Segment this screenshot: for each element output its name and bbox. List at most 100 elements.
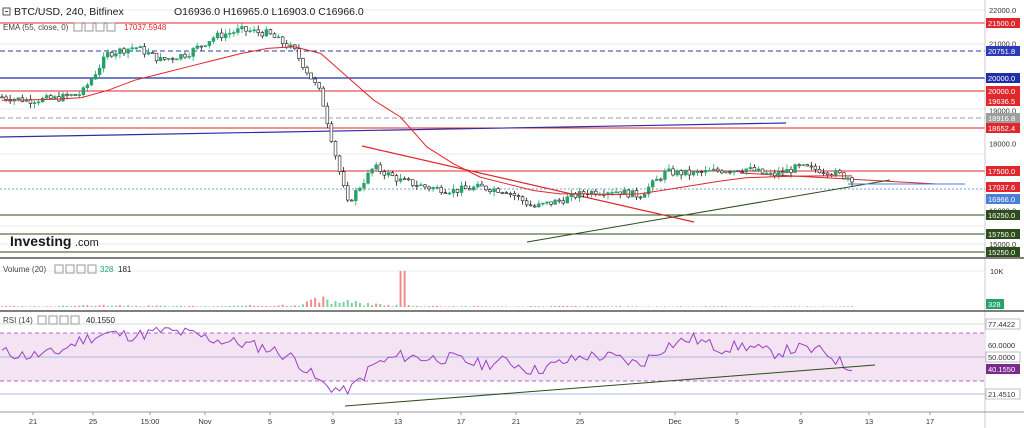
candle-body (614, 191, 618, 194)
volume-bar (114, 305, 117, 307)
trend-lines[interactable] (0, 122, 965, 243)
volume-bar (106, 306, 109, 307)
rsi-axis-label-3: 40.1550 (988, 365, 1015, 374)
candle-body (130, 47, 134, 50)
candle-body (496, 188, 500, 193)
candle-body (138, 46, 142, 49)
collapse-icon[interactable] (2, 7, 11, 16)
candle-body (252, 29, 256, 32)
volume-bar (196, 306, 199, 307)
candle-body (463, 185, 468, 189)
ohlc-values: O16936.0 H16965.0 L16903.0 C16966.0 (174, 6, 364, 18)
candle-body (118, 48, 122, 54)
price-axis-label-1: 21000.0 (989, 39, 1016, 48)
candle-body (305, 67, 309, 74)
volume-bar (245, 305, 248, 307)
ema-label: EMA (55, close, 0) (3, 23, 69, 32)
price-badges: 21500.020751.820000.020000.019636.518916… (986, 18, 1020, 257)
candle-body (537, 203, 541, 208)
candle-body (459, 185, 464, 193)
candle-body (744, 168, 748, 173)
volume-bar (301, 304, 304, 307)
ema-line[interactable] (1, 46, 852, 196)
candle-body (504, 192, 509, 194)
ema-toolbar[interactable] (73, 22, 116, 32)
price-badge-8 (986, 182, 1020, 192)
volume-bar (436, 305, 439, 307)
candle-body (529, 204, 533, 207)
candle-body (439, 186, 443, 193)
candle-body (651, 180, 655, 188)
price-badge-text-0: 21500.0 (988, 19, 1015, 28)
volume-bar (232, 305, 235, 307)
volume-bar (615, 306, 618, 307)
candle-body (785, 169, 789, 174)
volume-bar (554, 305, 557, 307)
volume-bar (13, 305, 16, 307)
volume-toolbar[interactable] (54, 264, 97, 274)
volume-bar (399, 271, 402, 307)
candle-body (248, 30, 252, 33)
volume-bar (391, 306, 394, 307)
volume-bar (326, 299, 329, 307)
candle-body (199, 45, 203, 48)
volume-last-text: 328 (988, 300, 1001, 309)
time-label-3: Nov (198, 417, 212, 426)
volume-bar (277, 305, 280, 307)
candle-body (553, 199, 557, 205)
volume-bar (688, 306, 691, 307)
volume-bar (265, 306, 268, 307)
price-candles[interactable] (0, 23, 854, 208)
volume-value-dark: 181 (118, 265, 132, 274)
volume-bar (631, 306, 634, 307)
volume-bar (192, 305, 195, 307)
volume-bar (411, 306, 414, 307)
price-badge-10 (986, 210, 1020, 220)
volume-bar (460, 306, 463, 307)
rsi-toolbar[interactable] (37, 315, 80, 325)
candle-body (378, 164, 382, 172)
volume-panel[interactable]: Volume (20) 328 181 10K 328 (0, 264, 1004, 309)
candle-body (846, 177, 850, 180)
candle-body (223, 33, 228, 39)
candle-body (638, 196, 643, 199)
price-badge-6 (986, 123, 1020, 133)
candle-body (236, 28, 240, 33)
rsi-axis-badge-1 (986, 340, 1020, 350)
volume-bar (285, 306, 288, 307)
volume-bar (484, 306, 487, 307)
rsi-value: 40.1550 (86, 316, 115, 325)
volume-bar (184, 306, 187, 307)
price-badge-2 (986, 73, 1020, 83)
candle-body (114, 53, 118, 57)
volume-bar (619, 306, 622, 307)
candle-body (590, 190, 594, 195)
volume-bar (838, 306, 841, 307)
volume-bar (680, 306, 683, 307)
volume-bar (789, 306, 792, 307)
candle-body (97, 67, 102, 75)
candle-body (301, 58, 305, 68)
candle-body (423, 184, 427, 188)
volume-bar (533, 306, 536, 307)
candle-body (362, 183, 366, 189)
candle-body (329, 123, 334, 142)
candle-body (663, 170, 667, 180)
red-downtrend-line (361, 145, 695, 223)
price-badge-text-5: 18916.8 (988, 114, 1015, 123)
candle-body (707, 169, 712, 172)
more-icon (87, 264, 97, 274)
price-badge-text-11: 15750.0 (988, 230, 1015, 239)
candle-body (85, 84, 90, 89)
volume-bar (253, 305, 256, 307)
candle-body (122, 48, 126, 54)
chart-header: BTC/USD, 240, Bitfinex O16936.0 H16965.0… (2, 6, 364, 32)
rsi-panel[interactable]: RSI (14) 40.1550 77.4422 60.0000 50.0000 40… (0, 315, 1021, 407)
volume-bar (358, 303, 361, 307)
time-label-14: 17 (926, 417, 934, 426)
candle-body (411, 179, 415, 186)
candle-body (321, 87, 325, 107)
candle-body (789, 169, 793, 173)
candle-body (752, 167, 757, 172)
